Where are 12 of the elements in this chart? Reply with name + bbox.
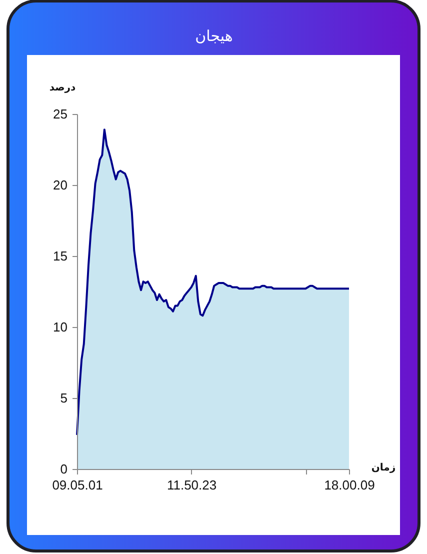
y-axis-title: درصد — [49, 82, 76, 94]
chart-title: هیجان — [195, 27, 233, 45]
y-tick-label: 5 — [60, 390, 68, 406]
x-axis-title: زمان — [371, 462, 396, 474]
x-tick-label: 09.05.01 — [52, 478, 103, 492]
x-tick-label: 18.00.09 — [324, 478, 375, 492]
y-tick-label: 15 — [53, 248, 68, 264]
y-tick-label: 25 — [53, 106, 68, 122]
y-tick-label: 20 — [53, 178, 68, 192]
x-tick-label: 11.50.23 — [166, 478, 217, 492]
y-tick-label: 0 — [60, 462, 68, 476]
y-tick-label: 10 — [53, 320, 68, 334]
